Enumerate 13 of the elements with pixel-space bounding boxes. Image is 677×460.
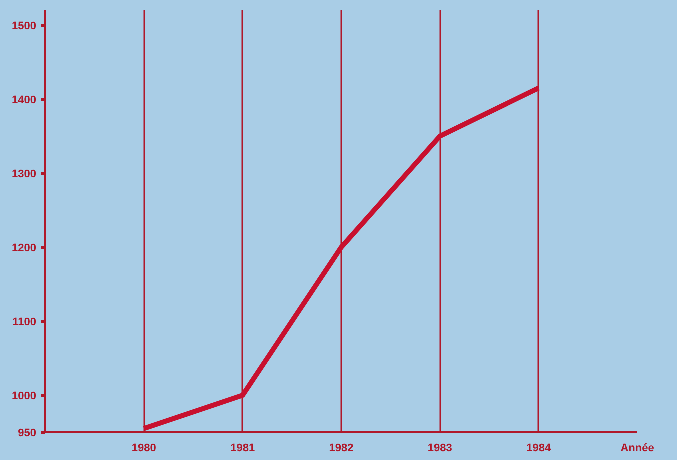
y-tick-label: 1500 [12,20,37,32]
y-tick-label: 1200 [12,242,37,254]
y-tick-label: 1400 [12,94,37,106]
y-tick-label: 1100 [12,316,37,328]
x-tick-label: 1983 [428,442,452,454]
y-tick-label: 1300 [12,168,37,180]
y-tick-label: 950 [18,428,37,440]
x-tick-label: 1982 [329,442,354,454]
x-axis-title: Année [620,442,654,454]
x-tick-label: 1981 [230,442,256,454]
y-tick-label: 1000 [12,390,37,402]
x-tick-label: 1984 [526,442,552,454]
x-tick-label: 1980 [132,442,156,454]
